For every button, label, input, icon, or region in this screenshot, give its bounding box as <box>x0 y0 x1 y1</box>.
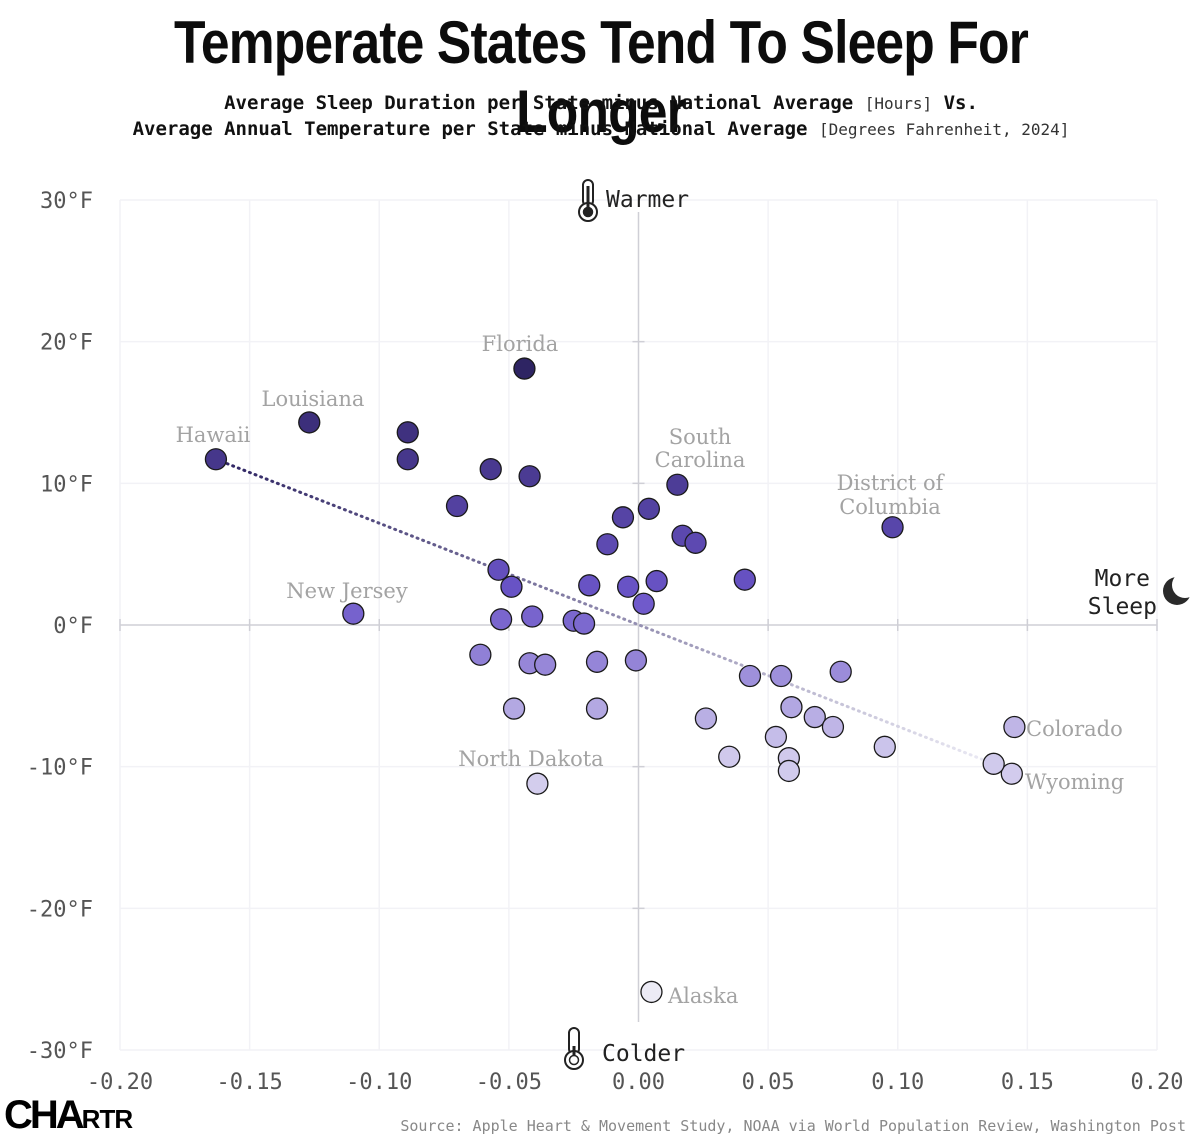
data-point <box>873 735 896 758</box>
data-point <box>585 650 609 673</box>
label-colorado: Colorado <box>1026 717 1123 741</box>
thermometer-cold-icon-bulb-inner <box>568 1054 580 1066</box>
data-point <box>578 574 601 597</box>
point-new-jersey <box>342 602 365 625</box>
x-tick-label: 0.20 <box>1131 1070 1184 1095</box>
chart-title: Temperate States Tend To Sleep For Longe… <box>174 9 1029 145</box>
y-tick-label: 10°F <box>40 472 93 497</box>
x-tick-label: -0.05 <box>476 1070 542 1095</box>
thermometer-hot-icon-mercury <box>586 186 590 208</box>
chart-subtitle-line-1: Average Sleep Duration per State minus N… <box>0 92 1202 114</box>
label-new-jersey: New Jersey <box>286 579 408 603</box>
y-tick-label: 20°F <box>40 331 93 356</box>
point-florida <box>513 357 536 380</box>
trendline <box>214 457 996 766</box>
y-tick-label: -20°F <box>27 897 93 922</box>
data-point <box>632 592 655 615</box>
data-point <box>982 752 1005 775</box>
y-tick-label: -30°F <box>27 1039 93 1064</box>
data-point <box>521 605 544 628</box>
data-point <box>396 421 419 444</box>
data-point <box>596 533 619 556</box>
data-point <box>733 568 756 591</box>
point-colorado <box>1003 715 1026 739</box>
more-sleep-label-line-1: More <box>1095 566 1150 592</box>
label-alaska: Alaska <box>667 984 738 1008</box>
thermometer-hot-icon <box>578 179 598 222</box>
point-wyoming <box>1000 762 1023 785</box>
data-point <box>645 569 668 593</box>
label-north-dakota: North Dakota <box>458 747 603 771</box>
data-point <box>777 759 801 783</box>
data-point <box>500 575 523 598</box>
point-louisiana <box>298 411 321 434</box>
label-wyoming: Wyoming <box>1025 770 1124 794</box>
warmer-label: Warmer <box>606 187 689 213</box>
data-point <box>469 643 492 666</box>
thermometer-cold-icon <box>564 1027 584 1070</box>
x-tick-label: 0.05 <box>742 1070 795 1095</box>
subtitle-y-measure: Average Sleep Duration per State minus N… <box>224 92 854 114</box>
x-tick-label: 0.15 <box>1001 1070 1054 1095</box>
label-hawaii: Hawaii <box>176 423 251 447</box>
data-point <box>616 575 640 598</box>
x-tick-label: -0.20 <box>87 1070 153 1095</box>
x-tick-label: 0.10 <box>871 1070 924 1095</box>
y-tick-label: -10°F <box>27 756 93 781</box>
data-point <box>572 612 596 635</box>
point-district-of-columbia <box>881 516 904 539</box>
data-point <box>694 707 718 730</box>
data-point <box>769 664 793 688</box>
data-point <box>487 558 510 581</box>
data-point <box>489 608 513 631</box>
data-point <box>534 653 557 676</box>
label-district-of-columbia-line-1: District of <box>837 471 946 495</box>
label-florida: Florida <box>482 332 559 356</box>
label-louisiana: Louisiana <box>262 387 365 411</box>
source-note: Source: Apple Heart & Movement Study, NO… <box>400 1117 1186 1135</box>
thermometer-cold-icon-mercury <box>572 1046 576 1056</box>
label-south-carolina-line-2: Carolina <box>655 448 746 472</box>
subtitle-x-measure: Average Annual Temperature per State min… <box>132 118 808 140</box>
subtitle-x-unit: [Degrees Fahrenheit, 2024] <box>818 120 1070 139</box>
data-point <box>518 465 541 488</box>
thermometer-hot-icon-bulb-inner <box>582 206 594 218</box>
data-point <box>803 705 826 729</box>
chartr-logo: CHARTR <box>4 1093 133 1137</box>
label-district-of-columbia-line-2: Columbia <box>839 495 941 519</box>
label-south-carolina-line-1: South <box>669 425 732 449</box>
point-alaska <box>640 980 663 1004</box>
data-point <box>611 506 635 529</box>
y-tick-label: 30°F <box>40 189 93 214</box>
data-point <box>738 664 762 688</box>
subtitle-y-unit: [Hours] <box>864 94 933 113</box>
data-point <box>502 697 526 720</box>
data-point <box>764 725 788 749</box>
data-point <box>718 745 741 768</box>
more-sleep-label-line-2: Sleep <box>1088 594 1157 620</box>
point-north-dakota <box>526 772 549 795</box>
data-point <box>637 497 661 520</box>
point-south-carolina <box>666 473 689 496</box>
y-tick-label: 0°F <box>53 614 93 639</box>
x-tick-label: 0.00 <box>612 1070 665 1095</box>
chart-subtitle-line-2: Average Annual Temperature per State min… <box>0 118 1202 140</box>
x-tick-label: -0.15 <box>217 1070 283 1095</box>
data-point <box>684 531 707 554</box>
data-point <box>479 458 502 481</box>
data-point <box>829 660 852 683</box>
data-point <box>396 448 419 471</box>
moon-cutout <box>1172 572 1198 598</box>
subtitle-vs: Vs. <box>943 92 978 114</box>
moon-icon <box>1163 572 1198 605</box>
data-point <box>445 494 469 518</box>
data-point <box>624 649 648 672</box>
data-point <box>780 696 803 719</box>
point-hawaii <box>204 448 228 471</box>
data-point <box>585 697 609 720</box>
x-tick-label: -0.10 <box>346 1070 412 1095</box>
data-point <box>821 715 845 739</box>
colder-label: Colder <box>602 1041 685 1067</box>
